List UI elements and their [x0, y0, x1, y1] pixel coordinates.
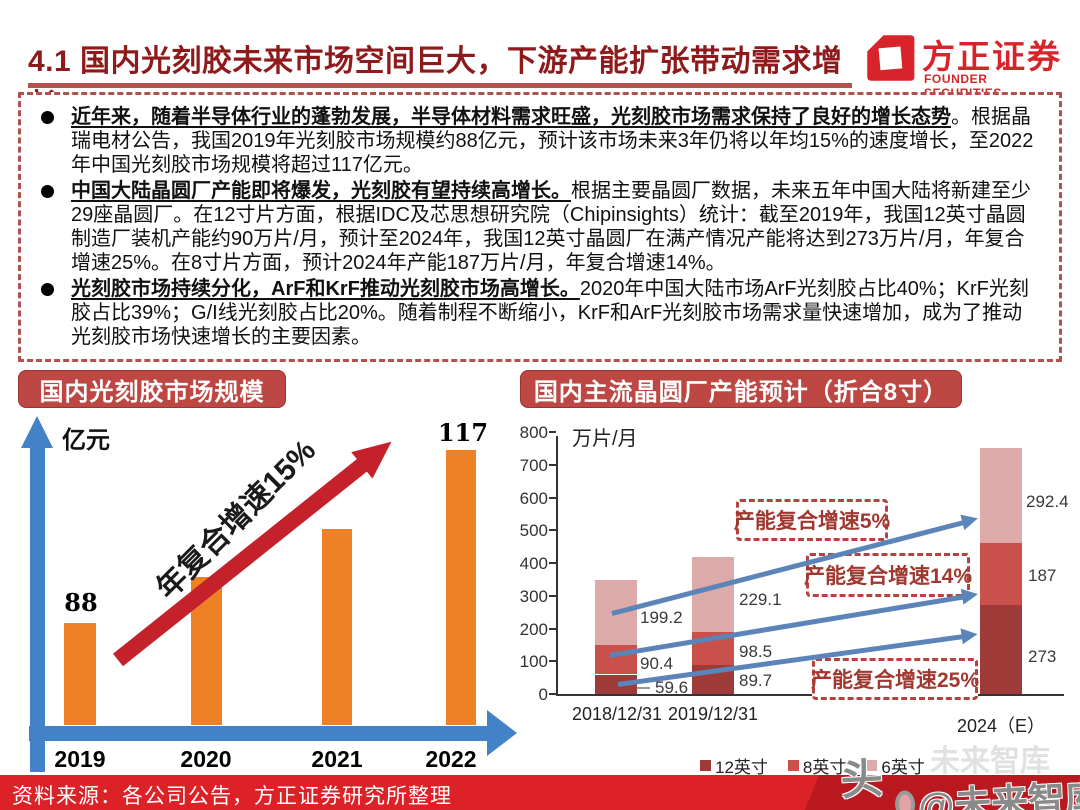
watermark-text-right: @未来智库 — [917, 777, 1080, 810]
segment-label: 229.1 — [739, 590, 782, 609]
x-axis-arrow — [29, 726, 487, 741]
footer-bar-shade — [594, 775, 1080, 810]
bar-2019 — [64, 623, 96, 725]
segment-label: 273 — [1028, 647, 1057, 666]
stacked-bar-segment — [980, 447, 1022, 544]
y-axis-arrow — [30, 446, 45, 772]
y-tick-label: 500 — [519, 521, 548, 540]
bullet-icon — [41, 283, 54, 296]
bullet-rest: 根据主要晶圆厂数据，未来五年中国大陆将新建至少29座晶圆厂。在12寸片方面，根据… — [71, 180, 1031, 274]
segment-label: 59.6 — [655, 678, 689, 697]
bullet-icon — [41, 185, 54, 198]
y-tick-mark — [549, 628, 556, 630]
legend-item: 12英寸 — [700, 753, 768, 778]
legend-label: 12英寸 — [715, 758, 768, 777]
y-tick-label: 200 — [519, 620, 548, 639]
bar-2022 — [446, 450, 476, 725]
bullet-list: 近年来，随着半导体行业的蓬勃发展，半导体材料需求旺盛，光刻胶市场需求保持了良好的… — [35, 105, 1041, 349]
legend-label: 6英寸 — [881, 758, 925, 777]
stacked-bar-segment — [980, 604, 1022, 694]
stacked-bar-segment — [595, 674, 637, 694]
x-axis-arrowhead-icon — [487, 710, 517, 756]
source-note: 资料来源：各公司公告，方正证券研究所整理 — [12, 785, 452, 808]
legend: 12英寸 8英寸 6英寸 — [700, 753, 925, 778]
x-tick-label: 2020 — [180, 746, 232, 772]
legend-item: 6英寸 — [866, 753, 925, 778]
legend-chip — [866, 760, 878, 771]
bullet-rest: 。根据晶瑞电材公告，我国2019年光刻胶市场规模约88亿元，预计该市场未来3年仍… — [71, 106, 1034, 176]
bullet-lead: 光刻胶市场持续分化，ArF和KrF推动光刻胶市场高增长。 — [71, 278, 580, 300]
y-tick-mark — [549, 562, 556, 564]
y-tick-label: 100 — [519, 652, 548, 671]
y-tick-mark — [549, 595, 556, 597]
bullet-icon — [41, 111, 54, 124]
legend-chip — [700, 760, 711, 771]
right-chart-x-axis — [556, 694, 1064, 696]
y-tick-label: 800 — [519, 423, 548, 442]
segment-label: 292.4 — [1026, 492, 1069, 511]
x-tick-label: 2018/12/31 — [571, 704, 663, 724]
segment-label: 90.4 — [640, 654, 674, 673]
bar-value-label: 117 — [437, 418, 489, 447]
bullet-item: 中国大陆晶圆厂产能即将爆发，光刻胶有望持续高增长。根据主要晶圆厂数据，未来五年中… — [35, 179, 1041, 275]
x-tick-label: 2019 — [54, 746, 106, 772]
bullet-lead: 中国大陆晶圆厂产能即将爆发，光刻胶有望持续高增长。 — [71, 180, 571, 202]
y-tick-label: 300 — [519, 587, 548, 606]
y-tick-mark — [549, 431, 556, 433]
cagr-annotation-box: 产能复合增速14% — [804, 553, 972, 597]
bar-2021 — [322, 529, 352, 725]
segment-label: 89.7 — [739, 671, 773, 690]
legend-item: 8英寸 — [787, 753, 847, 778]
cagr-annotation-box: 产能复合增速5% — [734, 499, 890, 541]
watermark-circle-icon — [894, 790, 916, 810]
left-chart-unit-label: 亿元 — [62, 427, 110, 454]
x-tick-label: 2021 — [311, 746, 363, 772]
watermark-text-left: 头条 — [839, 754, 884, 804]
founder-securities-logo: 方正证券 FOUNDER SECURITIES — [864, 28, 1064, 100]
x-tick-label: 2019/12/31 — [667, 704, 759, 724]
title-underline — [28, 83, 852, 88]
y-tick-mark — [549, 529, 556, 531]
y-axis-arrowhead-icon — [21, 416, 53, 448]
bullet-rest: 2020年中国大陆市场ArF光刻胶占比40%；KrF光刻胶占比39%；G/I线光… — [71, 278, 1029, 348]
left-chart-title-badge: 国内光刻胶市场规模 — [18, 370, 286, 408]
y-tick-mark — [549, 693, 556, 695]
bullet-lead: 近年来，随着半导体行业的蓬勃发展，半导体材料需求旺盛，光刻胶市场需求保持了良好的… — [71, 106, 951, 128]
bar-value-label: 88 — [64, 588, 98, 617]
segment-label: 98.5 — [739, 642, 773, 661]
right-chart-unit-label: 万片/月 — [572, 428, 638, 450]
y-tick-label: 600 — [519, 489, 548, 508]
x-tick-label: 2022 — [425, 746, 477, 772]
bullet-item: 光刻胶市场持续分化，ArF和KrF推动光刻胶市场高增长。2020年中国大陆市场A… — [35, 277, 1041, 349]
watermark: 头条 @未来智库 — [839, 733, 1080, 810]
cagr-annotation-box: 产能复合增速25% — [811, 658, 979, 700]
y-tick-mark — [549, 464, 556, 466]
stacked-bar-segment — [980, 543, 1022, 605]
y-tick-label: 0 — [538, 685, 548, 704]
legend-label: 8英寸 — [802, 758, 847, 777]
y-tick-label: 700 — [519, 456, 548, 475]
right-chart-y-axis — [556, 436, 558, 694]
legend-chip — [787, 760, 799, 771]
leader-dash — [637, 687, 650, 689]
x-tick-label: 2024（E） — [956, 716, 1046, 736]
watermark-echo: 未来智库 — [930, 745, 1050, 778]
segment-label: 199.2 — [640, 608, 683, 627]
y-tick-mark — [549, 497, 556, 499]
segment-label: 187 — [1028, 566, 1057, 585]
stacked-bar-segment — [692, 557, 734, 633]
right-chart-title-badge: 国内主流晶圆厂产能预计（折合8寸） — [520, 370, 962, 408]
bullet-item: 近年来，随着半导体行业的蓬勃发展，半导体材料需求旺盛，光刻胶市场需求保持了良好的… — [35, 105, 1041, 177]
y-tick-mark — [549, 660, 556, 662]
y-tick-label: 400 — [519, 554, 548, 573]
logo-name-cn: 方正证券 — [922, 38, 1062, 75]
summary-box: 近年来，随着半导体行业的蓬勃发展，半导体材料需求旺盛，光刻胶市场需求保持了良好的… — [18, 92, 1062, 362]
